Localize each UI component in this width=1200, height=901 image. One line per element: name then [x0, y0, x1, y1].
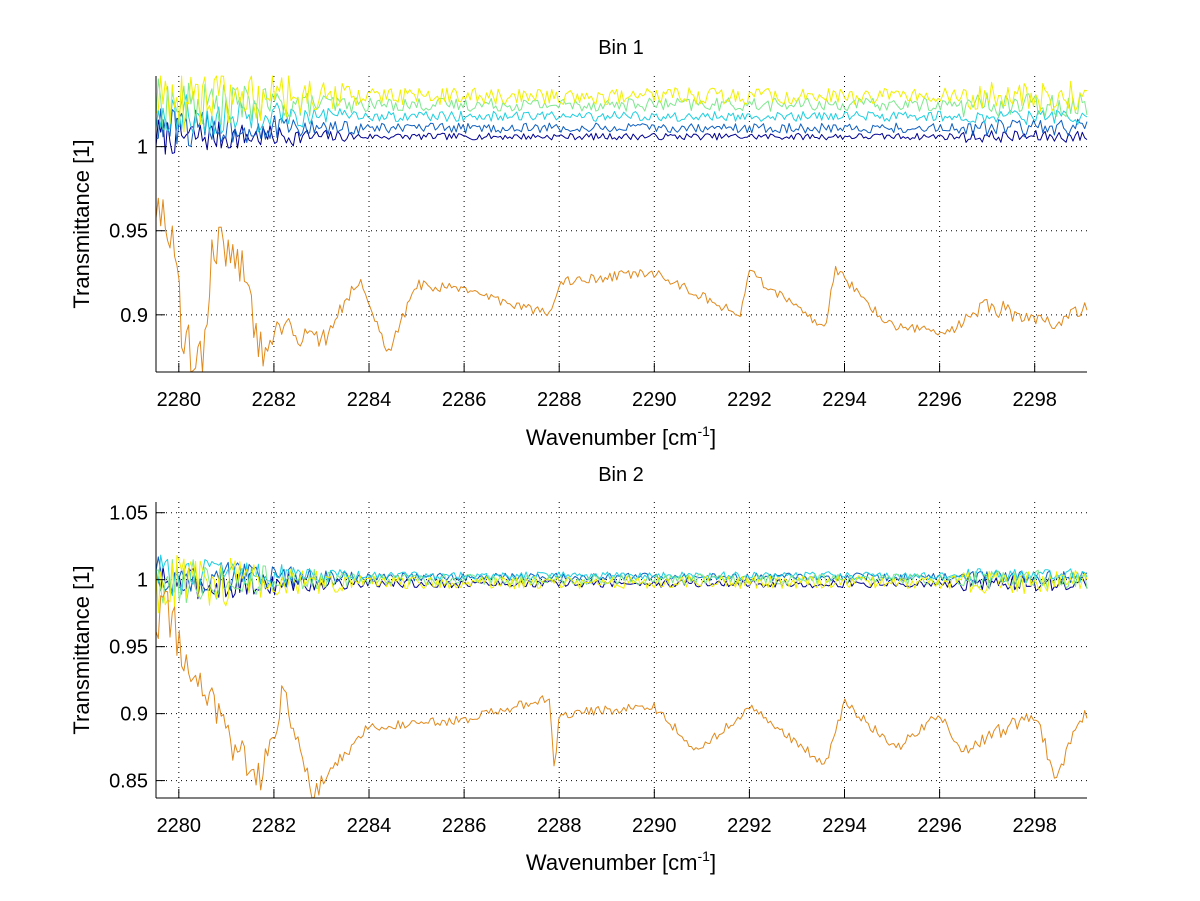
y-axis-label: Transmittance [1] — [69, 565, 94, 734]
x-tick-label: 2282 — [252, 815, 297, 837]
x-tick-label: 2288 — [537, 389, 582, 411]
x-tick-label: 2294 — [822, 389, 867, 411]
series-line-3 — [155, 554, 1088, 597]
x-tick-label: 2296 — [917, 815, 962, 837]
x-tick-label: 2290 — [632, 389, 677, 411]
y-tick-label: 0.9 — [120, 305, 148, 327]
x-tick-label: 2290 — [632, 815, 677, 837]
axes — [155, 76, 1087, 373]
plot-title: Bin 2 — [598, 464, 644, 486]
y-axis-label: Transmittance [1] — [69, 139, 94, 308]
x-tick-labels: 2280 2282 2284 2286 2288 2290 2292 2294 2296 2298 — [157, 389, 1057, 411]
x-tick-label: 2292 — [727, 389, 772, 411]
y-tick-label: 0.85 — [109, 771, 148, 793]
x-tick-label: 2286 — [442, 815, 487, 837]
series-line-5 — [155, 75, 1088, 133]
x-tick-label: 2298 — [1012, 389, 1057, 411]
grid — [156, 502, 1087, 798]
series-line-3 — [155, 94, 1088, 135]
x-tick-label: 2282 — [252, 389, 297, 411]
x-tick-label: 2288 — [537, 815, 582, 837]
series-layer — [155, 554, 1088, 799]
subplot-bin-1: Bin 1 2280 2282 2284 2286 2288 2290 2292 2294 22… — [69, 37, 1088, 450]
y-tick-labels: 0.85 0.9 0.95 1 1.05 — [109, 503, 148, 793]
y-tick-label: 1.05 — [109, 503, 148, 525]
plot-title: Bin 1 — [598, 37, 644, 59]
series-line-6 — [155, 197, 1088, 373]
series-line-5 — [155, 555, 1088, 614]
x-axis-label: Wavenumber [cm-1] — [526, 848, 716, 875]
grid — [156, 76, 1087, 372]
x-tick-label: 2286 — [442, 389, 487, 411]
series-line-1 — [155, 118, 1088, 155]
axes — [155, 502, 1087, 799]
x-tick-label: 2284 — [347, 815, 392, 837]
x-tick-label: 2292 — [727, 815, 772, 837]
y-tick-labels: 0.9 0.95 1 — [109, 137, 148, 327]
series-line-4 — [155, 78, 1088, 130]
series-layer — [155, 75, 1088, 373]
series-line-6 — [155, 590, 1088, 799]
y-tick-label: 0.95 — [109, 637, 148, 659]
x-tick-label: 2280 — [157, 815, 202, 837]
x-tick-label: 2280 — [157, 389, 202, 411]
series-line-2 — [155, 108, 1088, 147]
x-axis-label: Wavenumber [cm-1] — [526, 423, 716, 450]
y-tick-label: 1 — [137, 137, 148, 159]
y-tick-label: 0.95 — [109, 221, 148, 243]
x-tick-label: 2284 — [347, 389, 392, 411]
x-tick-label: 2294 — [822, 815, 867, 837]
x-tick-label: 2296 — [917, 389, 962, 411]
y-tick-label: 0.9 — [120, 704, 148, 726]
x-tick-label: 2298 — [1012, 815, 1057, 837]
subplot-bin-2: Bin 2 2280 2282 2284 2286 2288 2290 2292 2294 22… — [69, 464, 1088, 875]
y-tick-label: 1 — [137, 570, 148, 592]
x-tick-labels: 2280 2282 2284 2286 2288 2290 2292 2294 2296 2298 — [157, 815, 1057, 837]
